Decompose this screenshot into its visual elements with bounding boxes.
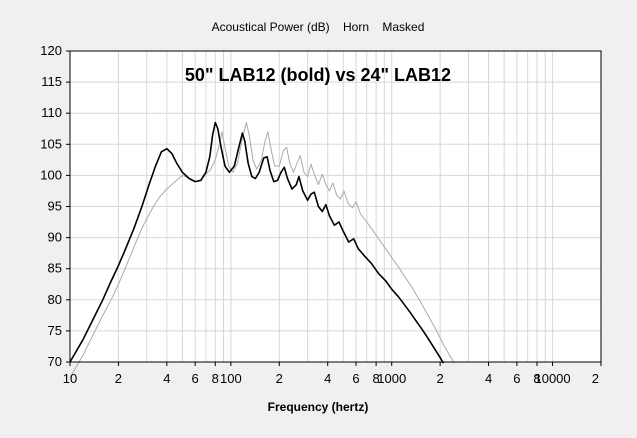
y-tick-label: 115 [41, 74, 62, 89]
x-tick-label: 4 [324, 371, 331, 386]
x-tick-label: 8 [373, 371, 380, 386]
x-tick-label: 2 [115, 371, 122, 386]
y-tick-label: 95 [48, 199, 62, 214]
x-tick-label: 1000 [377, 371, 406, 386]
y-axis: 70 75 80 85 90 95 100 105 110 115 120 [40, 43, 70, 369]
chart-title: 50" LAB12 (bold) vs 24" LAB12 [185, 65, 451, 85]
y-tick-label: 105 [40, 136, 62, 151]
y-tick-label: 100 [40, 167, 62, 182]
x-tick-label: 8 [212, 371, 219, 386]
x-tick-label: 10 [63, 371, 77, 386]
series-layer [69, 121, 455, 378]
y-tick-label: 110 [41, 105, 62, 120]
series-line-50in [69, 121, 445, 364]
x-tick-label: 6 [513, 371, 520, 386]
y-tick-label: 80 [48, 292, 62, 307]
x-tick-label: 2 [437, 371, 444, 386]
series-line-24in [69, 122, 455, 378]
x-tick-label: 2 [592, 371, 599, 386]
chart-header: Acoustical Power (dB) Horn Masked [212, 20, 425, 34]
x-tick-label: 6 [192, 371, 199, 386]
x-axis-label: Frequency (hertz) [268, 400, 369, 414]
grid-lines [70, 51, 601, 362]
x-tick-label: 4 [163, 371, 170, 386]
y-tick-label: 120 [40, 43, 62, 58]
x-tick-label: 4 [485, 371, 492, 386]
x-tick-label: 2 [276, 371, 283, 386]
y-tick-label: 90 [48, 230, 62, 245]
x-tick-label: 8 [533, 371, 540, 386]
y-tick-label: 70 [48, 354, 62, 369]
x-tick-label: 10000 [534, 371, 570, 386]
x-tick-label: 6 [352, 371, 359, 386]
x-tick-label: 100 [220, 371, 242, 386]
y-tick-label: 75 [48, 323, 62, 338]
y-tick-label: 85 [48, 261, 62, 276]
